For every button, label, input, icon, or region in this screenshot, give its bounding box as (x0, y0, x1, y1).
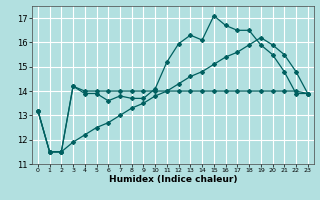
X-axis label: Humidex (Indice chaleur): Humidex (Indice chaleur) (108, 175, 237, 184)
